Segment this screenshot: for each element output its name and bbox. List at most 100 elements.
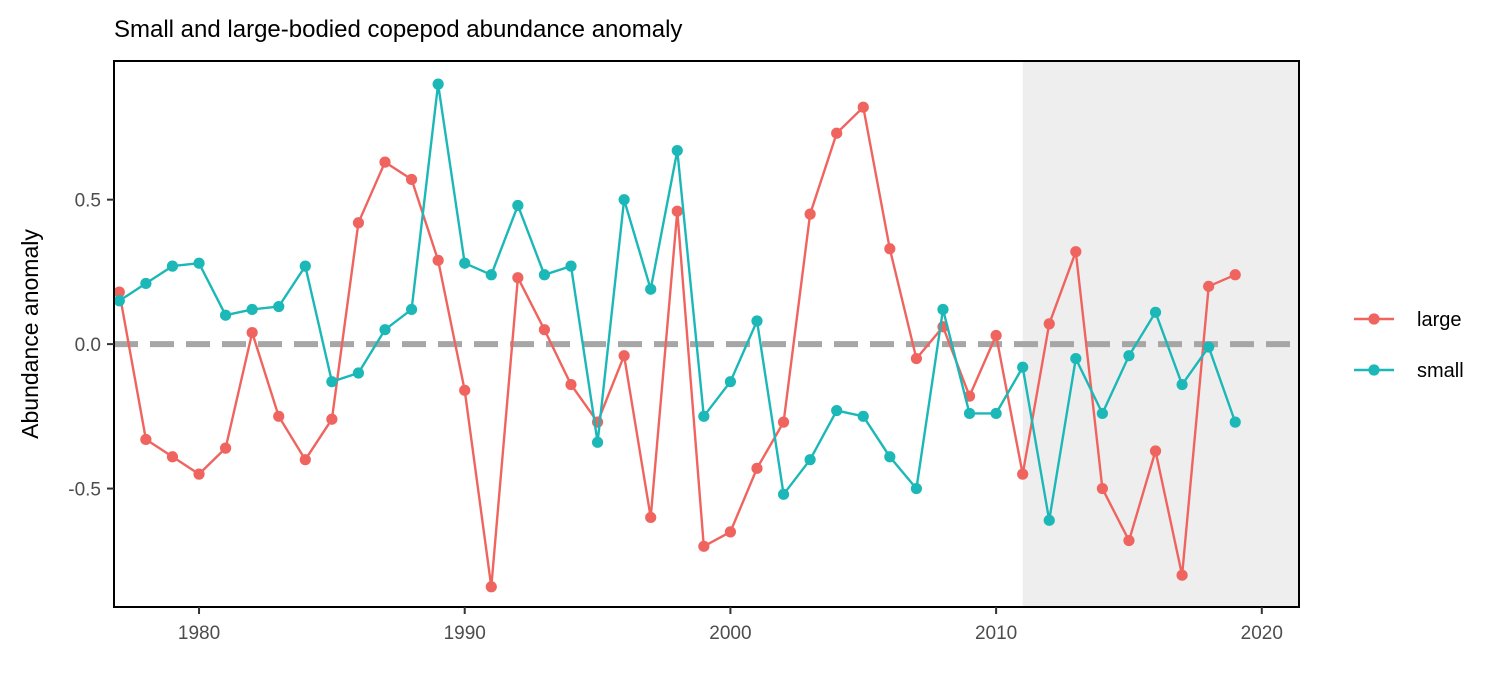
y-axis-label: Abundance anomaly xyxy=(17,229,43,439)
data-point-large-2002 xyxy=(777,416,790,428)
data-point-small-1987 xyxy=(379,324,391,336)
data-point-small-2012 xyxy=(1043,514,1055,526)
data-point-large-1986 xyxy=(352,217,365,229)
data-point-small-2010 xyxy=(990,407,1002,420)
data-point-large-2014 xyxy=(1096,482,1108,495)
data-point-small-1990 xyxy=(459,257,471,269)
legend-marker-large xyxy=(1368,313,1380,325)
data-point-small-2019 xyxy=(1229,416,1241,428)
data-point-large-1988 xyxy=(405,173,418,186)
data-point-small-1984 xyxy=(299,260,311,272)
x-tick-label-2010: 2010 xyxy=(975,623,1017,644)
legend-label-large: large xyxy=(1417,309,1461,331)
data-point-large-2012 xyxy=(1043,318,1055,330)
data-point-large-1996 xyxy=(618,350,630,362)
legend-label-small: small xyxy=(1417,360,1464,382)
data-point-small-2014 xyxy=(1096,407,1108,420)
data-point-small-2005 xyxy=(857,410,869,422)
chart-title: Small and large-bodied copepod abundance… xyxy=(114,16,682,43)
y-tick-label--0.5: -0.5 xyxy=(68,480,101,501)
x-tick-label-2000: 2000 xyxy=(709,623,751,644)
data-point-small-1981 xyxy=(219,309,232,321)
data-point-large-1994 xyxy=(565,378,577,391)
data-point-large-1978 xyxy=(140,433,152,446)
data-point-small-2017 xyxy=(1176,378,1188,391)
data-point-large-1999 xyxy=(698,540,710,552)
y-tick-label-0.5: 0.5 xyxy=(75,191,101,212)
data-point-small-2011 xyxy=(1017,361,1029,373)
data-point-large-1977 xyxy=(113,286,125,298)
data-point-large-2001 xyxy=(751,462,763,474)
data-point-large-2003 xyxy=(804,208,816,220)
series-small xyxy=(113,78,1241,526)
data-point-large-2019 xyxy=(1229,269,1241,281)
data-point-large-1989 xyxy=(432,254,444,266)
legend-marker-small xyxy=(1368,364,1380,376)
data-point-small-2006 xyxy=(884,451,896,463)
data-point-small-2008 xyxy=(937,303,949,316)
data-point-small-1999 xyxy=(698,410,710,422)
series-layer xyxy=(113,78,1241,593)
data-point-small-1988 xyxy=(405,303,418,316)
data-point-small-1985 xyxy=(326,376,338,388)
data-point-small-1994 xyxy=(565,260,577,272)
data-point-large-1985 xyxy=(326,413,338,425)
data-point-small-1980 xyxy=(193,257,205,269)
data-point-large-2007 xyxy=(910,352,922,365)
data-point-small-1993 xyxy=(538,269,551,281)
data-point-small-2009 xyxy=(963,407,976,420)
data-point-large-2004 xyxy=(831,127,843,139)
data-point-large-2010 xyxy=(990,329,1002,342)
data-point-small-1991 xyxy=(485,269,497,281)
data-point-small-1989 xyxy=(432,78,444,90)
data-point-large-1997 xyxy=(645,511,657,524)
data-point-small-1992 xyxy=(512,199,524,212)
data-point-small-1996 xyxy=(618,194,630,206)
data-point-large-2015 xyxy=(1123,534,1135,547)
data-point-small-2001 xyxy=(751,315,763,327)
data-point-small-1986 xyxy=(352,367,365,379)
data-point-small-1995 xyxy=(591,436,604,448)
data-point-small-1978 xyxy=(140,277,152,290)
data-point-large-1993 xyxy=(538,324,551,336)
shaded-region xyxy=(1022,61,1299,607)
data-point-large-2013 xyxy=(1070,246,1082,258)
legend: large small xyxy=(1354,309,1464,382)
data-point-small-1998 xyxy=(671,144,683,157)
x-tick-label-1980: 1980 xyxy=(178,623,220,644)
data-point-small-2015 xyxy=(1123,350,1135,362)
data-point-large-2000 xyxy=(724,526,737,538)
data-point-small-1983 xyxy=(273,300,285,313)
data-point-large-1983 xyxy=(273,410,285,422)
data-point-large-2016 xyxy=(1149,445,1162,457)
data-point-large-1980 xyxy=(193,468,205,480)
data-point-small-2016 xyxy=(1149,306,1162,318)
data-point-small-1997 xyxy=(645,283,657,295)
data-point-large-2011 xyxy=(1017,468,1029,480)
data-point-large-1987 xyxy=(379,156,391,168)
data-point-large-2005 xyxy=(857,101,869,113)
x-tick-label-2020: 2020 xyxy=(1241,623,1283,644)
data-point-large-2006 xyxy=(884,243,896,255)
panel-border-layer xyxy=(113,60,1300,608)
data-point-large-1982 xyxy=(246,326,258,339)
data-point-large-1981 xyxy=(219,442,232,454)
data-point-small-1977 xyxy=(113,295,125,307)
data-point-small-2007 xyxy=(910,482,922,495)
data-point-large-1991 xyxy=(485,581,497,593)
data-point-large-1990 xyxy=(459,384,471,396)
x-tick-label-1990: 1990 xyxy=(444,623,486,644)
data-point-small-1982 xyxy=(246,303,258,316)
data-point-large-1998 xyxy=(671,205,683,217)
data-point-small-2013 xyxy=(1070,352,1082,365)
series-large xyxy=(113,101,1241,593)
data-point-small-2018 xyxy=(1203,341,1215,353)
data-point-small-1979 xyxy=(166,260,179,272)
axis-layer: 1980 1990 2000 2010 2020 -0.5 0.0 0.5 xyxy=(68,191,1283,644)
data-point-large-1979 xyxy=(166,451,179,463)
shaded-region-layer xyxy=(1022,61,1299,607)
y-tick-label-0.0: 0.0 xyxy=(75,335,101,356)
data-point-large-2017 xyxy=(1176,569,1188,581)
data-point-small-2004 xyxy=(831,404,843,417)
